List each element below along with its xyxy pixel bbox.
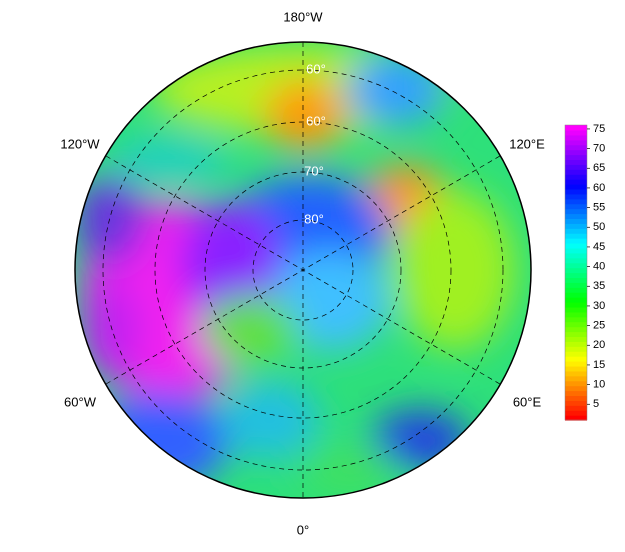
lon-label: 60°W xyxy=(64,394,97,409)
colorbar-swatch xyxy=(565,297,587,303)
colorbar-swatch xyxy=(565,341,587,347)
colorbar-swatch xyxy=(565,262,587,269)
lat-label: 70° xyxy=(304,163,324,178)
colorbar-swatch xyxy=(565,395,587,401)
colorbar-tick-label: 40 xyxy=(593,261,605,273)
colorbar-swatch xyxy=(565,316,587,323)
colorbar-swatch xyxy=(565,415,587,421)
colorbar-swatch xyxy=(565,134,587,141)
colorbar-swatch xyxy=(565,267,587,274)
colorbar-swatch xyxy=(565,188,587,195)
colorbar-swatch xyxy=(565,144,587,151)
colorbar-tick-label: 50 xyxy=(593,221,605,233)
colorbar-swatch xyxy=(565,400,587,406)
colorbar-tick-label: 65 xyxy=(593,162,605,174)
colorbar-swatch xyxy=(565,193,587,200)
colorbar-tick-label: 35 xyxy=(593,280,605,292)
colorbar-swatch xyxy=(565,302,587,308)
colorbar-swatch xyxy=(565,223,587,229)
lat-label: 80° xyxy=(304,211,324,226)
colorbar-swatch xyxy=(565,208,587,215)
colorbar-swatch xyxy=(565,179,587,185)
colorbar-swatch xyxy=(565,272,587,279)
colorbar-tick-label: 60 xyxy=(593,182,605,194)
colorbar-swatch xyxy=(565,238,587,244)
colorbar-swatch xyxy=(565,154,587,161)
colorbar-swatch xyxy=(565,277,587,283)
colorbar-tick-label: 25 xyxy=(593,320,605,332)
colorbar-swatch xyxy=(565,365,587,372)
colorbar-swatch xyxy=(565,198,587,205)
colorbar-swatch xyxy=(565,233,587,239)
colorbar-swatch xyxy=(565,410,587,416)
lat-label: 60° xyxy=(306,113,326,128)
colorbar-swatch xyxy=(565,174,587,180)
colorbar-tick-label: 70 xyxy=(593,143,605,155)
colorbar-swatch xyxy=(565,247,587,254)
colorbar-swatch xyxy=(565,292,587,298)
colorbar-swatch xyxy=(565,129,587,136)
colorbar-swatch xyxy=(565,252,587,259)
colorbar-swatch xyxy=(565,228,587,234)
graticule xyxy=(102,42,504,498)
colorbar-tick-label: 55 xyxy=(593,202,605,214)
lat-label: 60° xyxy=(306,61,326,76)
colorbar-swatch xyxy=(565,331,587,338)
colorbar-swatch xyxy=(565,346,587,352)
colorbar-swatch xyxy=(565,218,587,224)
colorbar-swatch xyxy=(565,361,587,367)
colorbar-swatch xyxy=(565,380,587,387)
lon-label: 180°W xyxy=(283,9,323,24)
colorbar-frame xyxy=(564,124,588,421)
lon-label: 60°E xyxy=(513,394,542,409)
colorbar-swatch xyxy=(565,370,587,377)
colorbar-swatch xyxy=(565,213,587,220)
field xyxy=(75,42,531,498)
lon-label: 120°W xyxy=(60,136,100,151)
colorbar-tick-label: 5 xyxy=(593,398,599,410)
colorbar-tick-label: 75 xyxy=(593,123,605,135)
map-border xyxy=(74,41,532,499)
colorbar-swatch xyxy=(565,243,587,249)
colorbar-swatch xyxy=(565,311,587,318)
colorbar-swatch xyxy=(565,164,587,170)
colorbar-tick-label: 10 xyxy=(593,379,605,391)
colorbar-swatch xyxy=(565,375,587,382)
lon-label: 0° xyxy=(297,522,309,537)
colorbar-tick-label: 45 xyxy=(593,241,605,253)
colorbar-swatch xyxy=(565,169,587,175)
colorbar-tick-label: 30 xyxy=(593,300,605,312)
colorbar-swatch xyxy=(565,385,587,392)
colorbar-swatch xyxy=(565,287,587,293)
colorbar-swatch xyxy=(565,390,587,397)
colorbar: 5 10 15 20 25 30 35 40 45 50 55 60 65 70 75 xyxy=(564,123,605,421)
colorbar-swatch xyxy=(565,125,587,131)
colorbar-swatch xyxy=(565,139,587,146)
colorbar-tick-label: 20 xyxy=(593,339,605,351)
colorbar-swatch xyxy=(565,203,587,210)
colorbar-swatch xyxy=(565,184,587,190)
colorbar-swatch xyxy=(565,326,587,333)
colorbar-swatch xyxy=(565,282,587,288)
colorbar-swatch xyxy=(565,159,587,165)
colorbar-swatch xyxy=(565,356,587,362)
colorbar-swatch xyxy=(565,321,587,328)
lon-label: 120°E xyxy=(509,136,545,151)
colorbar-swatch xyxy=(565,336,587,342)
colorbar-swatch xyxy=(565,351,587,357)
colorbar-swatch xyxy=(565,405,587,411)
colorbar-tick-label: 15 xyxy=(593,359,605,371)
colorbar-swatch xyxy=(565,257,587,264)
colorbar-swatch xyxy=(565,306,587,313)
colorbar-swatch xyxy=(565,149,587,156)
